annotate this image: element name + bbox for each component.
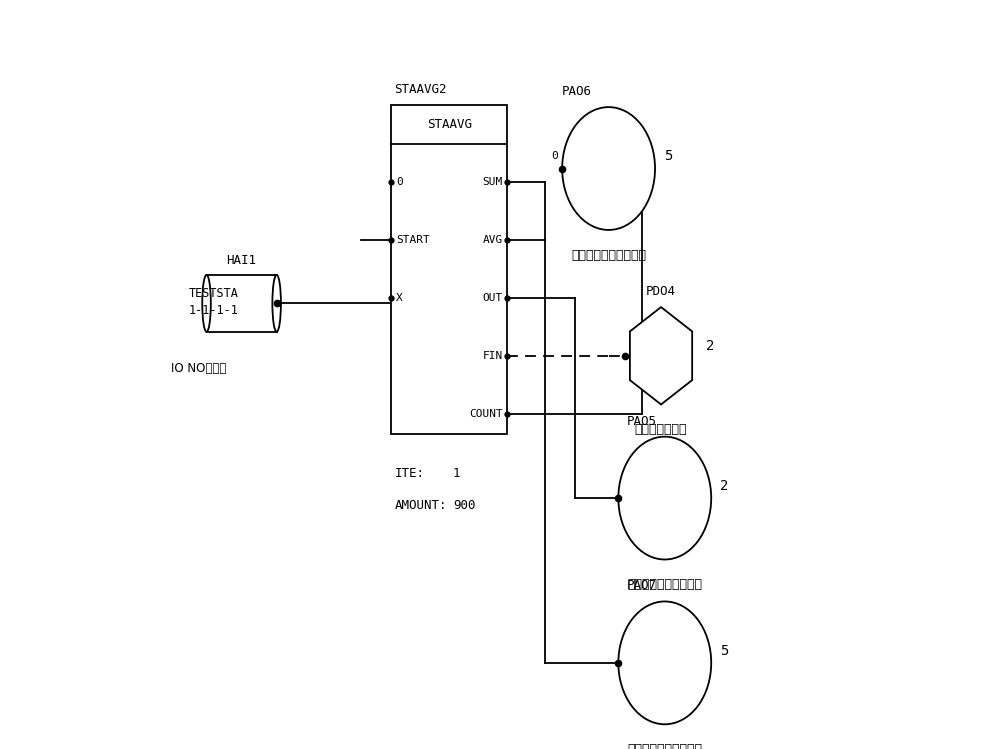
Text: STAAVG2: STAAVG2 (394, 83, 447, 96)
Ellipse shape (618, 437, 711, 560)
Text: SUM: SUM (483, 177, 503, 187)
Text: TESTSTA: TESTSTA (189, 287, 239, 300)
Text: 0: 0 (396, 177, 403, 187)
Text: COUNT: COUNT (469, 409, 503, 419)
Text: 页间开关量共享: 页间开关量共享 (635, 423, 687, 436)
Text: 页间浮点数模拟量共享: 页间浮点数模拟量共享 (571, 249, 646, 261)
Text: 页间浮点数模拟量共享: 页间浮点数模拟量共享 (627, 578, 702, 591)
Text: 0: 0 (552, 151, 558, 161)
Text: 2: 2 (720, 479, 729, 493)
Text: 2: 2 (706, 339, 714, 353)
Ellipse shape (272, 275, 281, 332)
Ellipse shape (562, 107, 655, 230)
Text: PAO5: PAO5 (627, 415, 657, 428)
Text: 页间浮点数模拟量共享: 页间浮点数模拟量共享 (627, 743, 702, 749)
Bar (207, 275, 277, 332)
Text: ITE:: ITE: (395, 467, 425, 480)
Text: 5: 5 (664, 149, 672, 163)
Text: X: X (396, 293, 403, 303)
Text: START: START (396, 234, 430, 245)
Text: 900: 900 (453, 499, 475, 512)
Text: AVG: AVG (483, 234, 503, 245)
Text: PAO7: PAO7 (627, 580, 657, 592)
Ellipse shape (202, 275, 211, 332)
Text: OUT: OUT (483, 293, 503, 303)
Ellipse shape (618, 601, 711, 724)
Text: 1-1-1-1: 1-1-1-1 (189, 304, 239, 317)
Text: HAI1: HAI1 (226, 255, 256, 267)
Text: AMOUNT:: AMOUNT: (395, 499, 448, 512)
Text: PDO4: PDO4 (646, 285, 676, 298)
Text: IO NO实时値: IO NO实时値 (171, 362, 227, 374)
Polygon shape (630, 307, 692, 404)
Text: STAAVG: STAAVG (427, 118, 472, 131)
Text: 5: 5 (720, 643, 729, 658)
Text: 1: 1 (453, 467, 460, 480)
Bar (391, 105, 507, 434)
Text: PAO6: PAO6 (562, 85, 592, 98)
Text: FIN: FIN (483, 351, 503, 361)
